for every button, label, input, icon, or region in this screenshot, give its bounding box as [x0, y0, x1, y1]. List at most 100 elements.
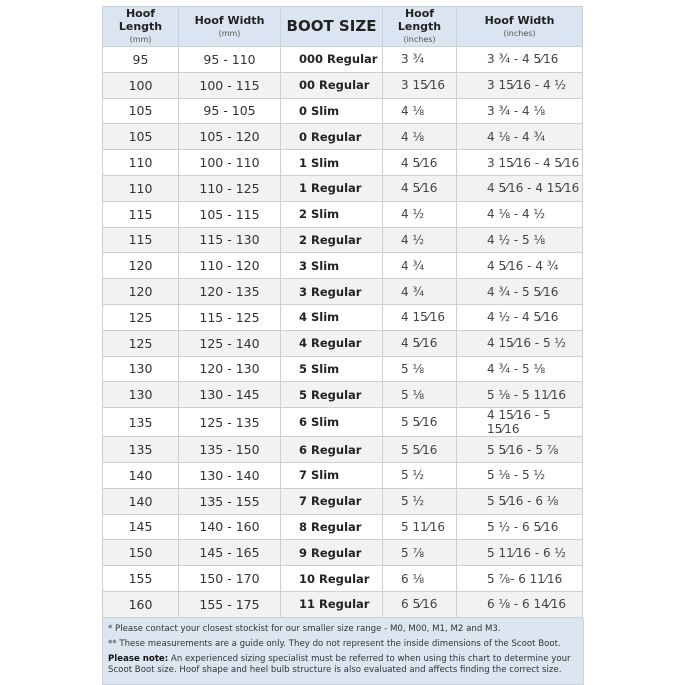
- hoof-width-mm-cell: 125 - 140: [178, 329, 281, 357]
- boot-size-cell: 1 Regular: [280, 174, 383, 202]
- hoof-width-mm-cell: 130 - 145: [178, 381, 281, 409]
- hoof-width-in-cell: 5 ½ - 6 5⁄16: [456, 513, 583, 541]
- boot-size-cell: 11 Regular: [280, 590, 383, 618]
- header-hoof-width-mm: Hoof Width (mm): [178, 6, 281, 47]
- boot-size-cell: 6 Regular: [280, 436, 383, 463]
- header-boot-size: BOOT SIZE: [280, 6, 383, 47]
- hoof-length-mm-cell: 145: [102, 513, 179, 541]
- table-row: 125 125 - 140 4 Regular 4 5⁄16 4 15⁄16 - 5 ½: [102, 329, 583, 357]
- hoof-length-in-cell: 4 ½: [382, 226, 457, 254]
- hoof-length-mm-cell: 110: [102, 174, 179, 202]
- footnote-smaller-sizes: * Please contact your closest stockist f…: [108, 623, 501, 634]
- hoof-width-mm-cell: 110 - 120: [178, 252, 281, 280]
- hoof-width-mm-cell: 130 - 140: [178, 461, 281, 489]
- hoof-length-in-cell: 4 ⅛: [382, 123, 457, 151]
- boot-size-cell: 3 Regular: [280, 278, 383, 305]
- hoof-width-in-cell: 3 15⁄16 - 4 ½: [456, 71, 583, 99]
- hoof-width-mm-cell: 115 - 130: [178, 226, 281, 254]
- boot-size-cell: 5 Regular: [280, 381, 383, 409]
- table-row: 145 140 - 160 8 Regular 5 11⁄16 5 ½ - 6 5⁄16: [102, 513, 583, 541]
- hoof-width-in-cell: 4 5⁄16 - 4 15⁄16: [456, 174, 583, 202]
- hoof-length-mm-cell: 105: [102, 123, 179, 151]
- header-row: Hoof Length (mm) Hoof Width (mm) BOOT SIZE…: [102, 6, 583, 47]
- hoof-length-in-cell: 4 ¾: [382, 278, 457, 305]
- hoof-length-mm-cell: 155: [102, 565, 179, 592]
- please-note-text: An experienced sizing specialist must be…: [108, 653, 571, 675]
- hoof-width-in-cell: 5 ⅛ - 5 ½: [456, 461, 583, 489]
- boot-size-cell: 00 Regular: [280, 71, 383, 99]
- hoof-length-in-cell: 4 5⁄16: [382, 329, 457, 357]
- hoof-width-mm-cell: 100 - 110: [178, 149, 281, 176]
- hoof-width-mm-cell: 135 - 155: [178, 487, 281, 515]
- hoof-width-mm-cell: 145 - 165: [178, 539, 281, 567]
- hoof-width-mm-cell: 110 - 125: [178, 174, 281, 202]
- hoof-width-in-cell: 3 15⁄16 - 4 5⁄16: [456, 149, 583, 176]
- boot-size-cell: 7 Regular: [280, 487, 383, 515]
- boot-size-cell: 2 Regular: [280, 226, 383, 254]
- boot-size-cell: 1 Slim: [280, 149, 383, 176]
- hoof-length-in-cell: 3 15⁄16: [382, 71, 457, 99]
- hoof-width-in-cell: 5 5⁄16 - 5 ⅞: [456, 436, 583, 463]
- table-row: 100 100 - 115 00 Regular 3 15⁄16 3 15⁄16 - 4…: [102, 71, 583, 99]
- hoof-length-mm-cell: 95: [102, 46, 179, 73]
- boot-size-cell: 4 Slim: [280, 303, 383, 331]
- hoof-length-in-cell: 6 ⅛: [382, 565, 457, 592]
- boot-size-cell: 9 Regular: [280, 539, 383, 567]
- footnotes: * Please contact your closest stockist f…: [102, 617, 584, 685]
- table-row: 135 125 - 135 6 Slim 5 5⁄16 4 15⁄16 - 5 15⁄1…: [102, 407, 583, 438]
- boot-size-cell: 4 Regular: [280, 329, 383, 357]
- boot-size-cell: 6 Slim: [280, 407, 383, 438]
- hoof-length-in-cell: 5 11⁄16: [382, 513, 457, 541]
- hoof-width-mm-cell: 150 - 170: [178, 565, 281, 592]
- hoof-width-in-cell: 5 ⅛ - 5 11⁄16: [456, 381, 583, 409]
- hoof-width-mm-cell: 105 - 120: [178, 123, 281, 151]
- hoof-width-in-cell: 5 5⁄16 - 6 ⅛: [456, 487, 583, 515]
- hoof-width-mm-cell: 155 - 175: [178, 590, 281, 618]
- hoof-width-in-cell: 4 ¾ - 5 5⁄16: [456, 278, 583, 305]
- hoof-length-mm-cell: 120: [102, 252, 179, 280]
- table-row: 160 155 - 175 11 Regular 6 5⁄16 6 ⅛ - 6 14⁄1…: [102, 590, 583, 618]
- hoof-length-in-cell: 4 ½: [382, 200, 457, 228]
- table-row: 110 110 - 125 1 Regular 4 5⁄16 4 5⁄16 - 4 15…: [102, 174, 583, 202]
- hoof-length-in-cell: 4 15⁄16: [382, 303, 457, 331]
- hoof-length-in-cell: 3 ¾: [382, 46, 457, 73]
- hoof-length-mm-cell: 115: [102, 200, 179, 228]
- boot-size-cell: 2 Slim: [280, 200, 383, 228]
- hoof-length-in-cell: 4 ⅛: [382, 97, 457, 125]
- hoof-length-in-cell: 4 5⁄16: [382, 174, 457, 202]
- hoof-width-in-cell: 4 ⅛ - 4 ¾: [456, 123, 583, 151]
- please-note-label: Please note:: [108, 653, 169, 664]
- hoof-width-in-cell: 5 ⅞- 6 11⁄16: [456, 565, 583, 592]
- hoof-length-mm-cell: 160: [102, 590, 179, 618]
- header-unit: (mm): [129, 35, 152, 44]
- hoof-width-mm-cell: 120 - 135: [178, 278, 281, 305]
- boot-size-cell: 0 Regular: [280, 123, 383, 151]
- hoof-width-mm-cell: 125 - 135: [178, 407, 281, 438]
- hoof-length-mm-cell: 110: [102, 149, 179, 176]
- header-hoof-length-mm: Hoof Length (mm): [102, 6, 179, 47]
- boot-size-cell: 000 Regular: [280, 46, 383, 73]
- boot-size-chart: Hoof Length (mm) Hoof Width (mm) BOOT SIZE…: [102, 6, 584, 685]
- hoof-length-mm-cell: 130: [102, 381, 179, 409]
- hoof-width-mm-cell: 105 - 115: [178, 200, 281, 228]
- header-label: Hoof Length: [397, 7, 442, 33]
- hoof-length-mm-cell: 120: [102, 278, 179, 305]
- header-label: Hoof Length: [118, 7, 163, 33]
- hoof-length-mm-cell: 135: [102, 436, 179, 463]
- hoof-width-in-cell: 4 5⁄16 - 4 ¾: [456, 252, 583, 280]
- hoof-length-mm-cell: 135: [102, 407, 179, 438]
- hoof-width-in-cell: 4 ½ - 4 5⁄16: [456, 303, 583, 331]
- hoof-width-in-cell: 4 15⁄16 - 5 ½: [456, 329, 583, 357]
- header-unit: (inches): [503, 28, 536, 38]
- header-unit: (inches): [403, 35, 436, 44]
- hoof-width-in-cell: 3 ¾ - 4 ⅛: [456, 97, 583, 125]
- boot-size-cell: 8 Regular: [280, 513, 383, 541]
- hoof-length-in-cell: 5 5⁄16: [382, 407, 457, 438]
